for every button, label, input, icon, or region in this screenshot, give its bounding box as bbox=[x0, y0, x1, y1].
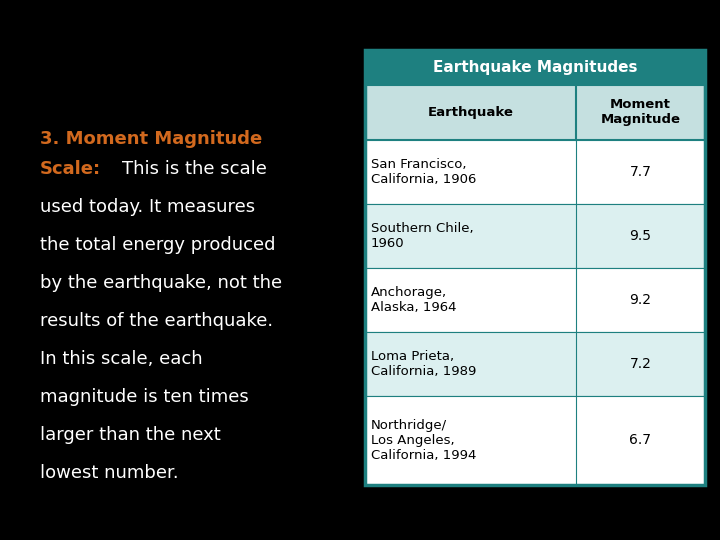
Text: magnitude is ten times: magnitude is ten times bbox=[40, 388, 248, 406]
Text: Northridge/
Los Angeles,
California, 1994: Northridge/ Los Angeles, California, 199… bbox=[371, 419, 477, 462]
Text: Moment
Magnitude: Moment Magnitude bbox=[600, 98, 680, 126]
Text: 6.7: 6.7 bbox=[629, 433, 652, 447]
Bar bbox=[365, 50, 705, 485]
Text: larger than the next: larger than the next bbox=[40, 426, 221, 444]
Text: used today. It measures: used today. It measures bbox=[40, 198, 255, 216]
Text: This is the scale: This is the scale bbox=[122, 160, 267, 178]
Text: 7.7: 7.7 bbox=[629, 165, 652, 179]
Text: Earthquake: Earthquake bbox=[428, 106, 513, 119]
Text: 9.5: 9.5 bbox=[629, 229, 652, 243]
Text: 9.2: 9.2 bbox=[629, 293, 652, 307]
Bar bbox=[365, 50, 705, 85]
Bar bbox=[365, 204, 705, 268]
Bar bbox=[365, 396, 705, 485]
Text: Loma Prieta,
California, 1989: Loma Prieta, California, 1989 bbox=[371, 349, 477, 377]
Text: Scale:: Scale: bbox=[40, 160, 101, 178]
Bar bbox=[365, 85, 705, 140]
Text: Earthquake Magnitudes: Earthquake Magnitudes bbox=[433, 60, 637, 75]
Bar bbox=[365, 268, 705, 332]
Text: 3. Moment Magnitude: 3. Moment Magnitude bbox=[40, 130, 262, 148]
Text: Southern Chile,
1960: Southern Chile, 1960 bbox=[371, 222, 474, 250]
Bar bbox=[365, 332, 705, 396]
Text: the total energy produced: the total energy produced bbox=[40, 236, 276, 254]
Text: In this scale, each: In this scale, each bbox=[40, 350, 202, 368]
Bar bbox=[365, 140, 705, 204]
Text: results of the earthquake.: results of the earthquake. bbox=[40, 312, 273, 330]
Text: by the earthquake, not the: by the earthquake, not the bbox=[40, 274, 282, 292]
Text: 7.2: 7.2 bbox=[629, 356, 652, 370]
Text: San Francisco,
California, 1906: San Francisco, California, 1906 bbox=[371, 158, 477, 186]
Text: Anchorage,
Alaska, 1964: Anchorage, Alaska, 1964 bbox=[371, 286, 456, 314]
Text: lowest number.: lowest number. bbox=[40, 464, 179, 482]
